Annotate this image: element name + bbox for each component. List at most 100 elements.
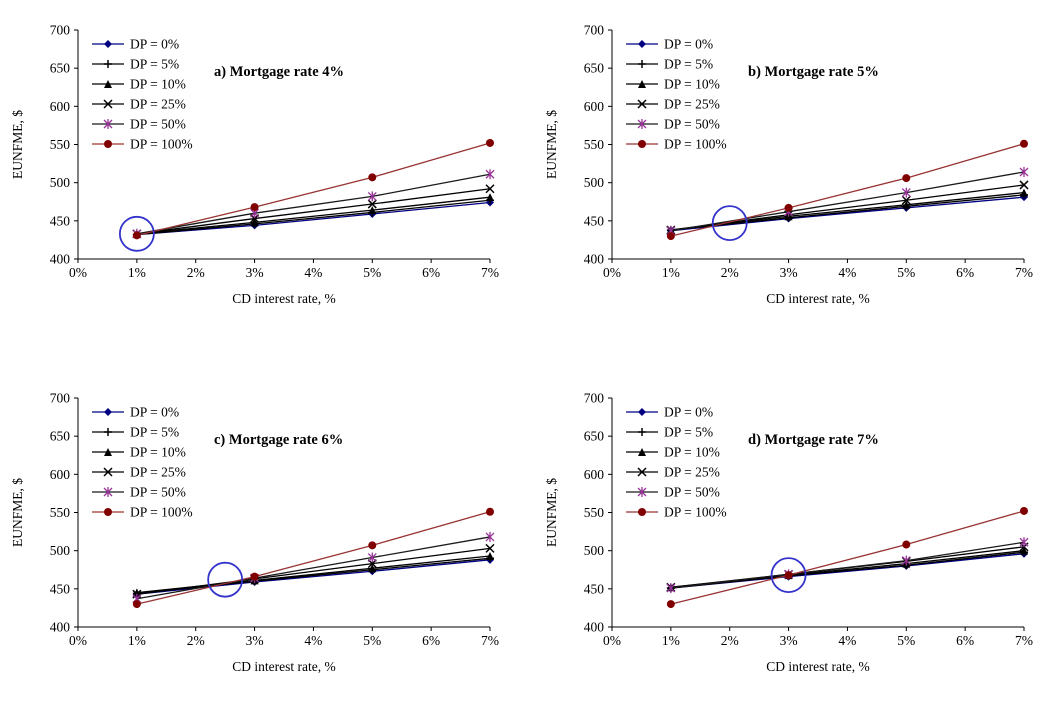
circle-marker-icon — [1020, 506, 1028, 515]
legend-label: DP = 50% — [130, 117, 186, 132]
circle-marker-icon — [132, 231, 141, 240]
plus-marker-icon — [104, 60, 112, 68]
y-tick-label: 450 — [50, 581, 71, 596]
x-tick-label: 7% — [1015, 633, 1033, 648]
circle-marker-icon — [666, 232, 675, 241]
star-marker-icon — [637, 487, 647, 497]
series-5 — [132, 138, 494, 240]
plus-marker-icon — [104, 428, 112, 436]
y-tick-label: 550 — [50, 505, 71, 520]
x-tick-label: 0% — [69, 633, 87, 648]
x-tick-label: 1% — [662, 265, 680, 280]
circle-marker-icon — [638, 140, 646, 148]
legend-label: DP = 100% — [664, 505, 727, 520]
chart-title: b) Mortgage rate 5% — [748, 64, 879, 80]
x-tick-label: 4% — [304, 633, 322, 648]
axes: 400 450 500 550 600 650 700 0% 1% 2% 3% 4% 5% 6% 7% — [584, 23, 1033, 281]
series-2 — [666, 188, 1028, 234]
legend-label: DP = 25% — [130, 97, 186, 112]
x-marker-icon — [367, 199, 377, 209]
chart-svg-0: 400 450 500 550 600 650 700 0% 1% 2% 3% 4% 5% 6% 7% CD … — [10, 23, 499, 307]
y-tick-label: 700 — [50, 23, 71, 38]
x-tick-label: 4% — [838, 265, 856, 280]
star-marker-icon — [666, 583, 676, 594]
chart-panel-b: 400 450 500 550 600 650 700 0% 1% 2% 3% 4% 5% 6% 7% CD … — [542, 14, 1042, 334]
circle-marker-icon — [784, 571, 793, 580]
x-tick-label: 2% — [187, 265, 205, 280]
series-1 — [666, 548, 1028, 593]
legend-label: DP = 10% — [130, 77, 186, 92]
x-tick-label: 4% — [838, 633, 856, 648]
y-tick-label: 600 — [584, 99, 605, 114]
axes: 400 450 500 550 600 650 700 0% 1% 2% 3% 4% 5% 6% 7% — [50, 391, 499, 649]
y-tick-label: 400 — [584, 620, 605, 635]
y-tick-label: 650 — [584, 61, 605, 76]
diamond-marker-icon — [104, 40, 112, 48]
star-marker-icon — [103, 487, 113, 497]
y-tick-label: 400 — [584, 252, 605, 267]
x-tick-label: 0% — [69, 265, 87, 280]
y-tick-label: 500 — [584, 175, 605, 190]
legend-label: DP = 50% — [664, 117, 720, 132]
chart-panel-a: 400 450 500 550 600 650 700 0% 1% 2% 3% 4% 5% 6% 7% CD … — [8, 14, 508, 334]
y-tick-label: 450 — [584, 581, 605, 596]
triangle-marker-icon — [368, 564, 377, 573]
circle-marker-icon — [902, 174, 911, 183]
x-marker-icon — [637, 99, 647, 109]
x-tick-label: 7% — [1015, 265, 1033, 280]
highlight-circle — [118, 215, 155, 252]
legend-label: DP = 0% — [664, 37, 713, 52]
triangle-marker-icon — [902, 200, 911, 209]
x-tick-label: 6% — [422, 265, 440, 280]
circle-marker-icon — [784, 203, 793, 212]
legend: DP = 0% DP = 5% DP = 10% DP = 25% DP = 50% DP… — [92, 405, 193, 520]
triangle-marker-icon — [132, 588, 141, 597]
y-tick-label: 400 — [50, 252, 71, 267]
y-tick-label: 650 — [50, 429, 71, 444]
y-tick-label: 550 — [584, 505, 605, 520]
legend-label: DP = 0% — [130, 405, 179, 420]
plus-marker-icon — [638, 428, 646, 436]
star-marker-icon — [901, 555, 911, 566]
highlight-circle — [207, 561, 244, 598]
y-tick-label: 500 — [50, 175, 71, 190]
star-marker-icon — [901, 187, 911, 198]
y-tick-label: 700 — [584, 23, 605, 38]
x-axis-title: CD interest rate, % — [232, 659, 335, 674]
legend: DP = 0% DP = 5% DP = 10% DP = 25% DP = 50% DP… — [626, 405, 727, 520]
x-tick-label: 5% — [897, 265, 915, 280]
star-marker-icon — [1019, 166, 1029, 177]
x-tick-label: 6% — [956, 633, 974, 648]
legend-label: DP = 5% — [664, 57, 713, 72]
x-axis-title: CD interest rate, % — [232, 291, 335, 306]
legend-label: DP = 100% — [664, 137, 727, 152]
star-marker-icon — [485, 169, 495, 180]
triangle-marker-icon — [1020, 546, 1028, 555]
triangle-marker-icon — [638, 80, 646, 88]
y-tick-label: 600 — [50, 467, 71, 482]
x-marker-icon — [1019, 180, 1029, 190]
y-axis-title: EUNFME, $ — [544, 478, 559, 547]
legend-label: DP = 10% — [664, 445, 720, 460]
axes: 400 450 500 550 600 650 700 0% 1% 2% 3% 4% 5% 6% 7% — [50, 23, 499, 281]
circle-marker-icon — [486, 507, 494, 516]
triangle-marker-icon — [638, 448, 646, 456]
x-tick-label: 3% — [246, 265, 264, 280]
y-tick-label: 600 — [50, 99, 71, 114]
star-marker-icon — [1019, 537, 1029, 548]
x-tick-label: 2% — [721, 633, 739, 648]
x-marker-icon — [485, 543, 495, 553]
x-tick-label: 0% — [603, 633, 621, 648]
circle-marker-icon — [250, 203, 259, 212]
chart-title: d) Mortgage rate 7% — [748, 432, 879, 448]
y-tick-label: 700 — [584, 391, 605, 406]
x-tick-label: 7% — [481, 633, 499, 648]
circle-marker-icon — [638, 508, 646, 516]
y-tick-label: 500 — [50, 543, 71, 558]
axes: 400 450 500 550 600 650 700 0% 1% 2% 3% 4% 5% 6% 7% — [584, 391, 1033, 649]
circle-marker-icon — [666, 600, 675, 609]
legend: DP = 0% DP = 5% DP = 10% DP = 25% DP = 50% DP… — [92, 37, 193, 152]
y-tick-label: 500 — [584, 543, 605, 558]
star-marker-icon — [485, 531, 495, 542]
x-tick-label: 7% — [481, 265, 499, 280]
